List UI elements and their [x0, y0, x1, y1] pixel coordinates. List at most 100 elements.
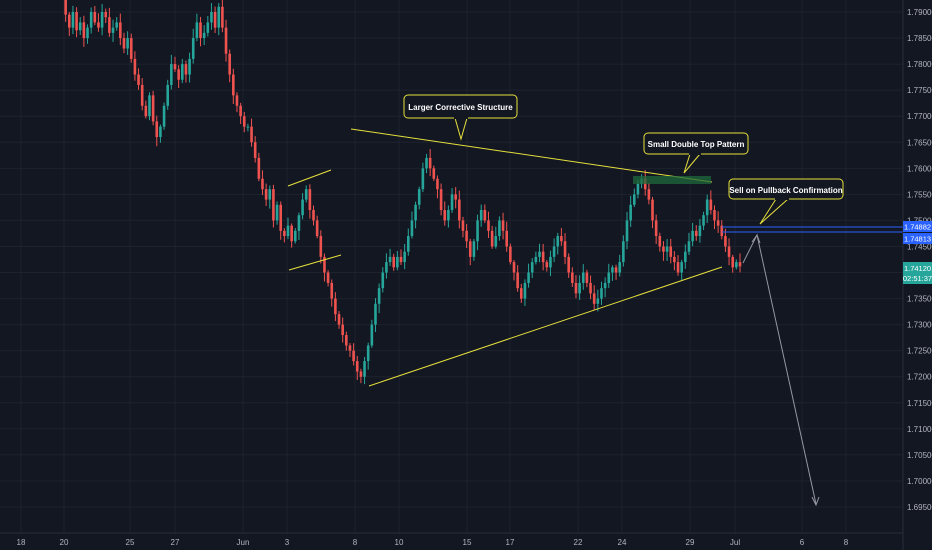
- candle-body: [264, 189, 268, 200]
- time-tick-label: 6: [800, 538, 805, 547]
- price-tick-label: 1.76000: [907, 164, 932, 173]
- candle-body: [199, 22, 202, 39]
- trendlines: [287, 128, 723, 387]
- candle-body: [239, 105, 242, 117]
- candle-body: [108, 17, 111, 33]
- price-tick-label: 1.70000: [907, 477, 932, 486]
- time-tick-label: 20: [60, 538, 69, 547]
- candle-body: [323, 256, 326, 273]
- candle-body: [702, 215, 705, 226]
- candle-body: [352, 350, 355, 362]
- candle-body: [377, 288, 381, 304]
- candle-body: [501, 220, 505, 231]
- time-tick-label: 29: [686, 538, 695, 547]
- price-tick-label: 1.75000: [907, 216, 932, 225]
- candle-body: [472, 241, 476, 257]
- candle-body: [221, 6, 224, 28]
- candle-body: [290, 225, 293, 242]
- candle-body: [458, 199, 461, 221]
- price-tick-label: 1.72000: [907, 373, 932, 382]
- candle-body: [713, 210, 716, 221]
- time-tick-label: 17: [506, 538, 515, 547]
- candle-body: [224, 27, 228, 54]
- candle-body: [363, 361, 366, 377]
- candle-body: [720, 225, 724, 237]
- candle-body: [425, 157, 428, 169]
- candle-body: [111, 27, 115, 33]
- price-tick-label: 1.73000: [907, 321, 932, 330]
- candle-body: [348, 345, 352, 351]
- time-tick-label: 8: [353, 538, 358, 547]
- candle-body: [625, 220, 629, 242]
- candle-body: [490, 230, 494, 247]
- level-upper-tag-text: 1.74882: [904, 223, 931, 232]
- candle-body: [560, 236, 563, 242]
- candle-body: [151, 95, 155, 122]
- candle-body: [724, 236, 727, 247]
- candle-body: [476, 220, 479, 242]
- level-lower-tag-text: 1.74813: [904, 235, 931, 244]
- candle-body: [297, 215, 301, 231]
- candle-body: [421, 168, 425, 190]
- candle-body: [315, 220, 319, 237]
- candle-body: [571, 272, 574, 283]
- time-tick-label: 27: [171, 538, 180, 547]
- candle-body: [505, 230, 509, 247]
- candle-body: [527, 272, 530, 283]
- candle-body: [392, 256, 396, 268]
- candle-body: [530, 262, 534, 273]
- candle-body: [148, 95, 151, 117]
- candle-body: [680, 262, 683, 273]
- candle-body: [78, 22, 82, 31]
- candle-body: [654, 220, 658, 237]
- candle-body: [144, 105, 148, 117]
- candle-body: [669, 246, 673, 257]
- candle-body: [319, 236, 323, 257]
- time-axis[interactable]: 18 20 25 27 Jun 3 8 10 15 17 22 24 29 Jul 6 8: [17, 538, 849, 547]
- candle-body: [159, 126, 162, 138]
- candle-body: [341, 324, 344, 336]
- candle-body: [337, 314, 341, 325]
- candle-body: [206, 22, 210, 33]
- candle-body: [727, 246, 731, 257]
- candle-body: [662, 246, 665, 252]
- candle-body: [563, 241, 567, 257]
- candle-body: [312, 210, 315, 221]
- candle-body: [177, 69, 180, 80]
- time-tick-label: 22: [574, 538, 583, 547]
- candle-body: [694, 230, 698, 237]
- price-tick-label: 1.72500: [907, 347, 932, 356]
- callout-double-top-text: Small Double Top Pattern: [648, 140, 745, 149]
- candle-body: [75, 12, 78, 31]
- candle-body: [658, 236, 662, 247]
- callout-sell-pullback-text: Sell on Pullback Confirmation: [729, 186, 842, 195]
- candle-body: [592, 293, 596, 304]
- candle-body: [359, 371, 363, 377]
- candle-body: [603, 282, 607, 289]
- candle-body: [479, 210, 483, 221]
- candle-body: [246, 126, 250, 128]
- candle-body: [567, 256, 570, 273]
- candle-body: [716, 220, 720, 226]
- current-price-text: 1.74120: [904, 264, 931, 273]
- candle-body: [417, 189, 421, 205]
- price-tick-label: 1.75500: [907, 190, 932, 199]
- candle-body: [97, 22, 100, 28]
- candle-body: [665, 246, 669, 252]
- price-tick-label: 1.71000: [907, 425, 932, 434]
- candles: [64, 0, 742, 385]
- candle-body: [709, 199, 713, 210]
- candle-body: [184, 64, 188, 75]
- candle-body: [279, 204, 283, 231]
- triangle-lower-trendline: [368, 266, 723, 387]
- candle-body: [374, 303, 377, 325]
- candle-body: [399, 256, 403, 263]
- candle-body: [611, 267, 614, 273]
- candle-body: [622, 241, 625, 263]
- candle-body: [104, 12, 108, 18]
- candle-body: [465, 230, 468, 242]
- time-tick-label: 10: [395, 538, 404, 547]
- price-tick-label: 1.78000: [907, 60, 932, 69]
- candle-body: [334, 298, 337, 315]
